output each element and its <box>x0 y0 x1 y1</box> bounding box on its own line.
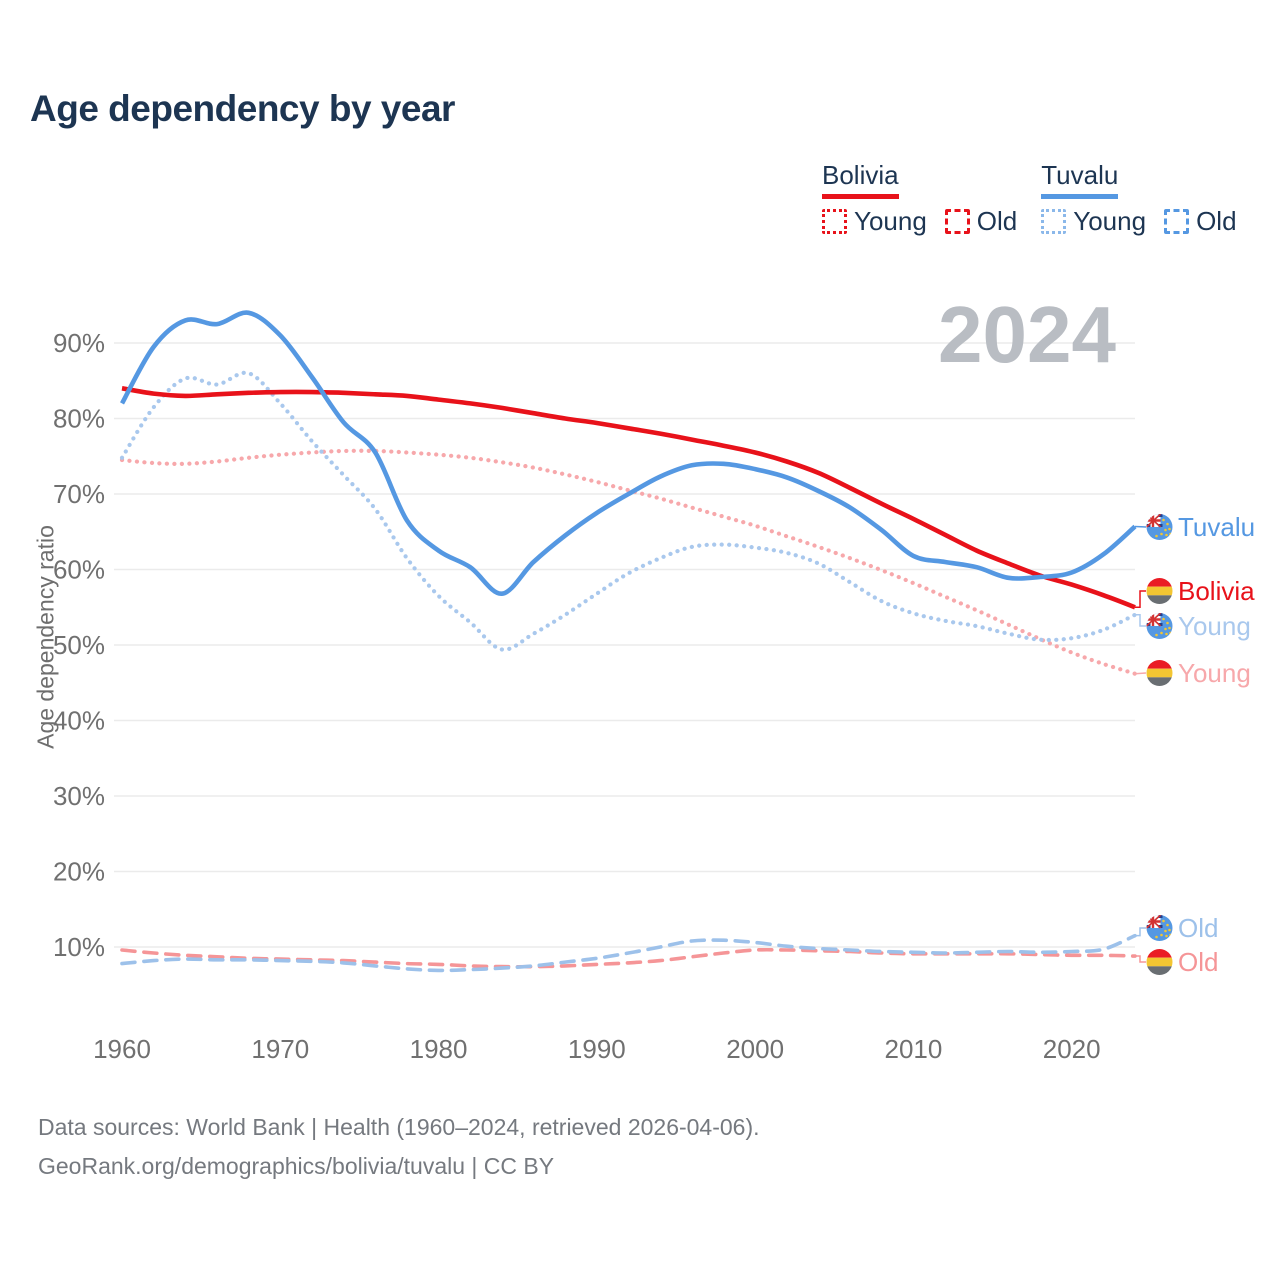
legend-item-bolivia-young[interactable]: Young <box>822 206 927 237</box>
label-connector <box>1135 927 1146 937</box>
x-tick-label: 2000 <box>726 1034 784 1064</box>
year-watermark: 2024 <box>938 290 1116 379</box>
legend: Bolivia Young Old Tuvalu Young Old <box>822 160 1237 237</box>
y-tick-label: 90% <box>53 328 105 358</box>
gridlines <box>114 342 1135 948</box>
legend-item-label: Old <box>976 206 1018 236</box>
legend-item-label: Young <box>854 206 927 236</box>
dotted-swatch-icon <box>1041 209 1067 234</box>
legend-item-label: Old <box>1196 206 1237 236</box>
y-tick-label: 20% <box>53 857 105 887</box>
series-end-labels: Tuvalu Bolivia Young Young Old Old <box>1134 512 1255 977</box>
x-tick-label: 1970 <box>251 1034 309 1064</box>
y-axis-title: Age dependency ratio <box>32 525 59 749</box>
y-tick-label: 60% <box>53 555 105 585</box>
x-tick-label: 2010 <box>884 1034 942 1064</box>
label-connector <box>1135 955 1146 963</box>
tuvalu-flag-icon <box>1146 514 1173 540</box>
series-line-tuvalu-old <box>120 933 1137 973</box>
label-connector <box>1135 614 1146 627</box>
y-axis-ticks: 90% 80% 70% 60% 50% 40% 30% 20% 10% <box>53 328 105 962</box>
x-tick-label: 2020 <box>1043 1034 1101 1064</box>
tuvalu-flag-icon <box>1146 915 1173 941</box>
series-end-label-bolivia-bolivia: Bolivia <box>1178 576 1255 606</box>
label-connector <box>1134 672 1147 675</box>
bolivia-flag-icon <box>1146 949 1173 975</box>
legend-item-tuvalu-old[interactable]: Old <box>1164 206 1237 237</box>
y-tick-label: 80% <box>53 404 105 434</box>
legend-country-tuvalu[interactable]: Tuvalu <box>1041 160 1119 199</box>
x-tick-label: 1980 <box>410 1034 468 1064</box>
series-end-label-tuvalu-tuvalu: Tuvalu <box>1178 512 1255 542</box>
y-tick-label: 10% <box>53 932 105 962</box>
label-connector <box>1135 590 1146 608</box>
x-tick-label: 1960 <box>93 1034 151 1064</box>
series-end-label-old-bolivia: Old <box>1178 947 1218 977</box>
legend-item-bolivia-old[interactable]: Old <box>944 206 1018 237</box>
data-sources-line: Data sources: World Bank | Health (1960–… <box>38 1114 760 1140</box>
footer: Data sources: World Bank | Health (1960–… <box>38 1108 760 1186</box>
y-tick-label: 70% <box>53 479 105 509</box>
x-axis-ticks: 1960 1970 1980 1990 2000 2010 2020 <box>93 1034 1101 1064</box>
series-line-bolivia <box>121 386 1136 610</box>
legend-country-bolivia[interactable]: Bolivia <box>822 160 899 199</box>
y-tick-label: 30% <box>53 781 105 811</box>
attribution-line: GeoRank.org/demographics/bolivia/tuvalu … <box>38 1153 555 1179</box>
legend-item-label: Young <box>1073 206 1147 236</box>
legend-group-tuvalu: Tuvalu Young Old <box>1041 160 1237 237</box>
x-tick-label: 1990 <box>568 1034 626 1064</box>
series-end-label-old-tuvalu: Old <box>1178 913 1218 943</box>
series-line-tuvalu <box>119 310 1137 596</box>
y-tick-label: 50% <box>53 630 105 660</box>
dotted-swatch-icon <box>822 209 847 234</box>
series-line-tuvalu-young <box>119 370 1138 652</box>
label-connector <box>1134 525 1147 528</box>
dashed-swatch-icon <box>944 209 970 234</box>
tuvalu-flag-icon <box>1146 613 1173 639</box>
bolivia-flag-icon <box>1146 578 1173 604</box>
series-line-bolivia-young <box>119 448 1138 676</box>
dashed-swatch-icon <box>1164 209 1190 234</box>
series-end-label-young-tuvalu: Young <box>1178 611 1251 641</box>
series-end-label-young-bolivia: Young <box>1178 658 1251 688</box>
page-title: Age dependency by year <box>30 88 455 129</box>
legend-item-tuvalu-young[interactable]: Young <box>1041 206 1146 237</box>
legend-group-bolivia: Bolivia Young Old <box>822 160 1017 237</box>
bolivia-flag-icon <box>1146 660 1173 686</box>
y-tick-label: 40% <box>53 706 105 736</box>
